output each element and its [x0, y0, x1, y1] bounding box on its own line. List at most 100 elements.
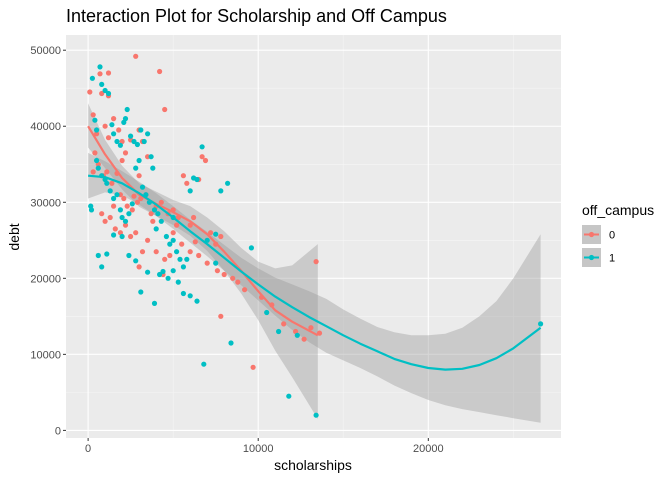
data-point-1	[111, 195, 117, 202]
data-point-0	[235, 279, 241, 285]
data-point-0	[102, 218, 108, 224]
y-tick-label: 30000	[30, 197, 61, 209]
data-point-1	[111, 131, 117, 137]
data-point-1	[213, 260, 219, 266]
data-point-0	[170, 230, 176, 236]
data-point-1	[114, 138, 120, 145]
data-point-0	[107, 214, 113, 221]
data-point-0	[313, 259, 319, 265]
data-point-1	[102, 87, 108, 94]
fit-line-0	[87, 125, 319, 337]
data-point-1	[89, 75, 95, 81]
data-point-1	[99, 264, 105, 270]
y-tick-label: 40000	[30, 121, 61, 133]
data-point-0	[87, 89, 93, 95]
data-point-1	[155, 211, 161, 217]
data-point-1	[117, 207, 123, 213]
data-point-1	[117, 142, 123, 148]
data-point-0	[301, 336, 307, 342]
data-point-1	[88, 207, 95, 213]
y-tick-label: 50000	[30, 45, 61, 57]
data-point-1	[313, 412, 319, 418]
data-point-0	[139, 249, 146, 255]
data-point-1	[201, 361, 207, 367]
y-axis-ticks: 0 10000 20000 30000 40000 50000	[30, 45, 66, 437]
data-point-0	[162, 106, 168, 113]
data-point-0	[250, 364, 256, 370]
data-point-1	[95, 252, 101, 259]
legend-key-point-1	[588, 254, 595, 261]
data-point-1	[153, 226, 159, 232]
data-point-0	[196, 252, 202, 259]
data-point-1	[114, 192, 120, 198]
data-point-1	[248, 245, 254, 251]
data-point-1	[184, 256, 190, 262]
legend: off_campus 0 1	[582, 202, 654, 267]
data-point-1	[107, 188, 113, 194]
data-point-1	[170, 237, 176, 243]
data-point-1	[145, 131, 151, 137]
data-point-1	[94, 157, 100, 164]
data-point-0	[122, 222, 129, 228]
legend-label-1: 1	[609, 253, 615, 265]
data-point-1	[286, 393, 292, 399]
data-point-1	[187, 293, 193, 299]
data-point-0	[187, 249, 193, 255]
data-point-0	[242, 287, 248, 293]
data-point-0	[124, 203, 130, 209]
data-point-0	[104, 169, 110, 175]
data-point-0	[102, 123, 108, 129]
data-point-0	[136, 173, 142, 179]
data-point-0	[129, 207, 135, 213]
smooth-fit-lines	[87, 125, 542, 371]
data-point-1	[99, 81, 105, 87]
data-point-0	[92, 150, 98, 156]
data-point-1	[94, 127, 100, 133]
data-point-1	[133, 165, 139, 171]
chart-title: Interaction Plot for Scholarship and Off…	[66, 6, 447, 26]
data-point-0	[157, 68, 163, 75]
data-point-1	[157, 271, 163, 278]
data-point-1	[119, 233, 125, 240]
data-point-1	[92, 117, 98, 123]
data-point-1	[194, 176, 200, 183]
data-point-1	[138, 127, 144, 133]
data-point-1	[158, 218, 164, 224]
data-point-1	[131, 138, 137, 145]
data-point-1	[174, 249, 180, 255]
data-point-1	[199, 144, 205, 150]
data-point-0	[202, 157, 209, 164]
minor-gridlines	[66, 35, 561, 438]
data-point-1	[136, 157, 142, 164]
y-tick-label: 10000	[30, 349, 61, 361]
data-point-0	[148, 211, 154, 217]
data-point-0	[208, 230, 214, 236]
y-tick-label: 0	[55, 425, 61, 437]
data-point-1	[180, 290, 186, 297]
data-point-1	[134, 141, 140, 148]
plot-panel	[66, 35, 561, 438]
data-point-0	[230, 275, 236, 281]
data-point-0	[167, 252, 173, 259]
data-point-1	[180, 264, 186, 270]
data-point-0	[97, 71, 103, 77]
legend-label-0: 0	[609, 230, 615, 242]
data-point-0	[111, 203, 117, 209]
data-point-1	[124, 106, 130, 113]
data-point-1	[150, 165, 156, 171]
data-point-0	[187, 222, 193, 228]
data-point-0	[221, 271, 227, 278]
data-point-0	[133, 53, 139, 59]
data-point-0	[184, 180, 190, 186]
data-point-1	[104, 251, 110, 257]
data-point-1	[177, 256, 183, 262]
confidence-bands	[88, 103, 541, 423]
confidence-band-1	[88, 152, 541, 423]
data-point-1	[126, 211, 132, 217]
data-point-0	[121, 195, 127, 202]
data-point-1	[213, 231, 219, 237]
data-point-1	[97, 64, 103, 70]
data-point-1	[264, 309, 270, 316]
data-point-1	[165, 275, 171, 281]
data-point-0	[105, 70, 112, 76]
